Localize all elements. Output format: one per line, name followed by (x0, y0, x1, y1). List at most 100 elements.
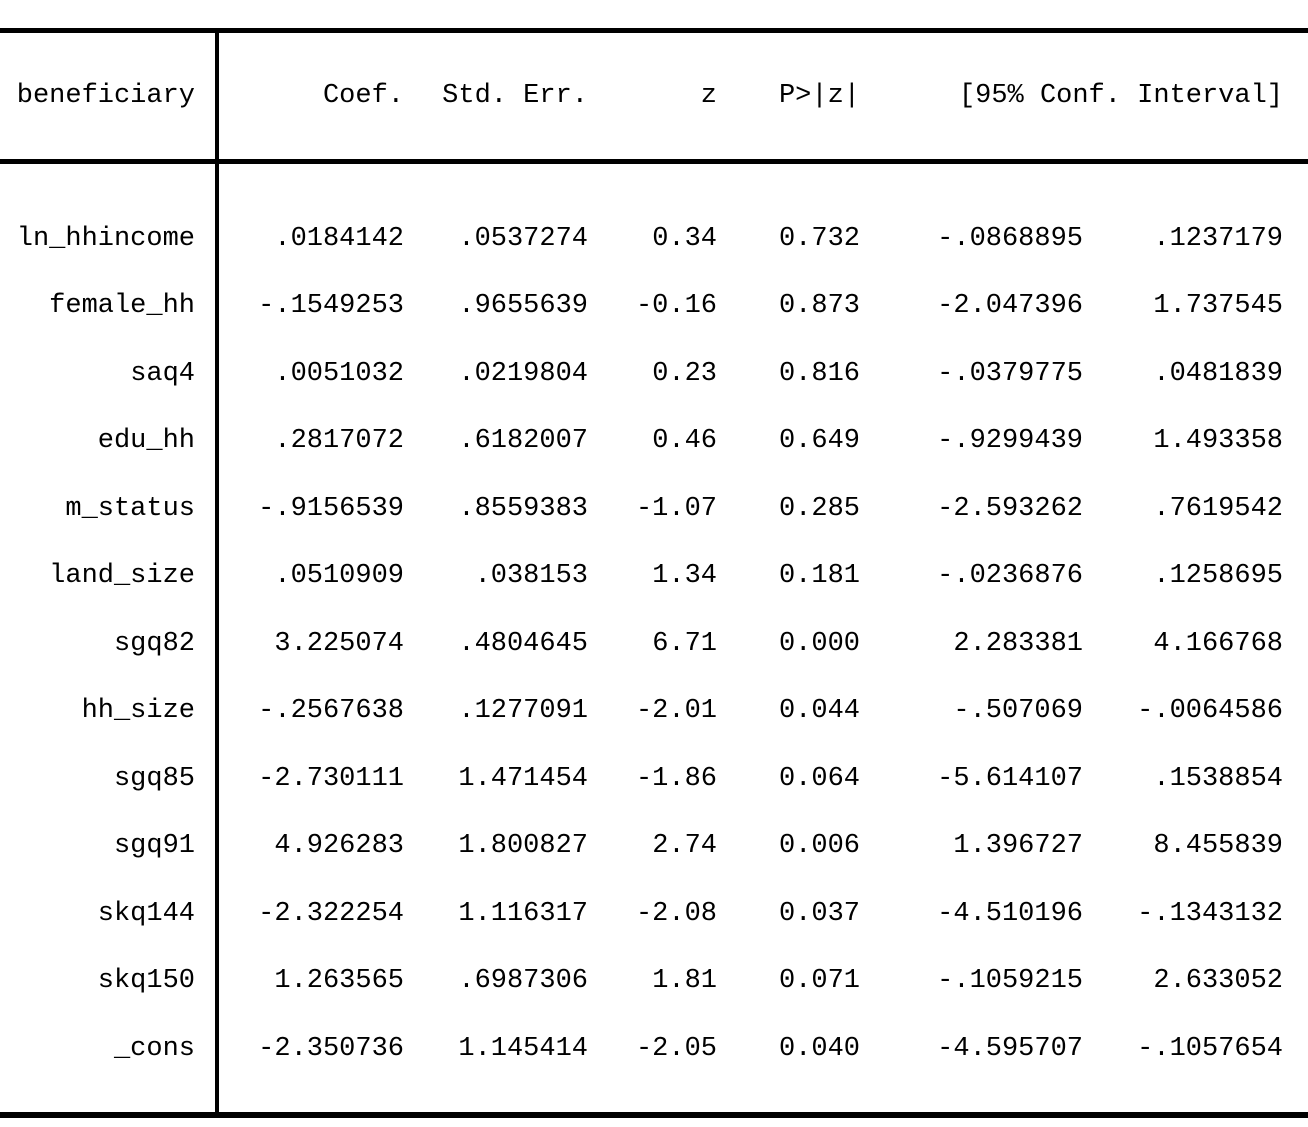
table-row: skq144 -2.322254 1.116317 -2.08 0.037 -4… (0, 880, 1308, 948)
cell-ci-upper: -.1343132 (1137, 898, 1283, 929)
column-divider-rule (215, 28, 219, 1118)
table-row: land_size .0510909 .038153 1.34 0.181 -.… (0, 543, 1308, 611)
cell-ci-upper: .1258695 (1153, 561, 1283, 592)
cell-std-err: .0219804 (458, 358, 588, 389)
cell-ci-lower: -4.510196 (937, 898, 1083, 929)
column-header-variable: beneficiary (16, 81, 195, 111)
cell-std-err: .6987306 (458, 966, 588, 997)
cell-std-err: 1.116317 (458, 898, 588, 929)
bottom-rule (0, 1112, 1308, 1118)
cell-std-err: .8559383 (458, 493, 588, 524)
cell-variable: skq150 (97, 966, 195, 997)
cell-z: 2.74 (652, 831, 717, 862)
cell-variable: skq144 (97, 898, 195, 929)
cell-p-value: 0.006 (778, 831, 860, 862)
cell-variable: hh_size (81, 696, 195, 727)
cell-z: -1.07 (635, 493, 717, 524)
cell-coef: 4.926283 (274, 831, 404, 862)
column-header-p-value: P>|z| (778, 81, 860, 111)
cell-variable: edu_hh (97, 426, 195, 457)
cell-p-value: 0.649 (778, 426, 860, 457)
cell-coef: .0184142 (274, 223, 404, 254)
top-rule (0, 28, 1308, 33)
table-row: edu_hh .2817072 .6182007 0.46 0.649 -.92… (0, 408, 1308, 476)
cell-variable: ln_hhincome (16, 223, 195, 254)
cell-p-value: 0.873 (778, 291, 860, 322)
cell-ci-lower: -4.595707 (937, 1033, 1083, 1064)
cell-coef: -.9156539 (258, 493, 404, 524)
cell-ci-upper: .0481839 (1153, 358, 1283, 389)
cell-coef: .0510909 (274, 561, 404, 592)
table-row: female_hh -.1549253 .9655639 -0.16 0.873… (0, 273, 1308, 341)
cell-variable: m_status (65, 493, 195, 524)
cell-z: 0.34 (652, 223, 717, 254)
cell-z: 6.71 (652, 628, 717, 659)
cell-ci-lower: -.507069 (953, 696, 1083, 727)
cell-p-value: 0.071 (778, 966, 860, 997)
column-header-coef: Coef. (322, 81, 404, 111)
cell-z: 1.81 (652, 966, 717, 997)
cell-std-err: .1277091 (458, 696, 588, 727)
cell-variable: land_size (49, 561, 195, 592)
cell-std-err: .0537274 (458, 223, 588, 254)
table-header-row: beneficiary Coef. Std. Err. z P>|z| [95%… (0, 33, 1308, 159)
cell-z: -2.01 (635, 696, 717, 727)
cell-std-err: 1.145414 (458, 1033, 588, 1064)
cell-z: 1.34 (652, 561, 717, 592)
cell-coef: .0051032 (274, 358, 404, 389)
cell-ci-upper: .7619542 (1153, 493, 1283, 524)
table-row: saq4 .0051032 .0219804 0.23 0.816 -.0379… (0, 340, 1308, 408)
cell-coef: .2817072 (274, 426, 404, 457)
table-row: skq150 1.263565 .6987306 1.81 0.071 -.10… (0, 948, 1308, 1016)
cell-coef: -2.350736 (258, 1033, 404, 1064)
cell-ci-upper: -.1057654 (1137, 1033, 1283, 1064)
cell-z: -0.16 (635, 291, 717, 322)
cell-ci-upper: 4.166768 (1153, 628, 1283, 659)
cell-variable: saq4 (130, 358, 195, 389)
cell-variable: sgq82 (113, 628, 195, 659)
cell-z: 0.46 (652, 426, 717, 457)
cell-coef: -.2567638 (258, 696, 404, 727)
table-row: hh_size -.2567638 .1277091 -2.01 0.044 -… (0, 678, 1308, 746)
cell-ci-upper: -.0064586 (1137, 696, 1283, 727)
cell-ci-lower: 1.396727 (953, 831, 1083, 862)
cell-ci-lower: -.0379775 (937, 358, 1083, 389)
cell-ci-lower: -.1059215 (937, 966, 1083, 997)
cell-ci-lower: -.0236876 (937, 561, 1083, 592)
cell-ci-lower: -.0868895 (937, 223, 1083, 254)
table-row: sgq82 3.225074 .4804645 6.71 0.000 2.283… (0, 610, 1308, 678)
cell-ci-upper: .1538854 (1153, 763, 1283, 794)
cell-z: 0.23 (652, 358, 717, 389)
table-row: sgq85 -2.730111 1.471454 -1.86 0.064 -5.… (0, 745, 1308, 813)
cell-ci-upper: 1.493358 (1153, 426, 1283, 457)
cell-std-err: .4804645 (458, 628, 588, 659)
cell-p-value: 0.816 (778, 358, 860, 389)
column-header-z: z (700, 81, 717, 111)
cell-p-value: 0.732 (778, 223, 860, 254)
column-header-std-err: Std. Err. (442, 81, 588, 111)
cell-z: -2.05 (635, 1033, 717, 1064)
cell-p-value: 0.000 (778, 628, 860, 659)
cell-p-value: 0.044 (778, 696, 860, 727)
cell-ci-upper: 2.633052 (1153, 966, 1283, 997)
cell-p-value: 0.181 (778, 561, 860, 592)
cell-p-value: 0.285 (778, 493, 860, 524)
table-row: m_status -.9156539 .8559383 -1.07 0.285 … (0, 475, 1308, 543)
cell-variable: female_hh (49, 291, 195, 322)
cell-z: -2.08 (635, 898, 717, 929)
cell-coef: 1.263565 (274, 966, 404, 997)
cell-ci-lower: -5.614107 (937, 763, 1083, 794)
table-row: sgq91 4.926283 1.800827 2.74 0.006 1.396… (0, 813, 1308, 881)
cell-ci-lower: -2.593262 (937, 493, 1083, 524)
cell-std-err: 1.800827 (458, 831, 588, 862)
table-row: ln_hhincome .0184142 .0537274 0.34 0.732… (0, 205, 1308, 273)
cell-variable: sgq91 (113, 831, 195, 862)
cell-variable: _cons (113, 1033, 195, 1064)
cell-std-err: .6182007 (458, 426, 588, 457)
cell-ci-lower: -.9299439 (937, 426, 1083, 457)
cell-p-value: 0.040 (778, 1033, 860, 1064)
table-body: ln_hhincome .0184142 .0537274 0.34 0.732… (0, 205, 1308, 1083)
cell-ci-lower: -2.047396 (937, 291, 1083, 322)
cell-std-err: 1.471454 (458, 763, 588, 794)
cell-ci-upper: .1237179 (1153, 223, 1283, 254)
